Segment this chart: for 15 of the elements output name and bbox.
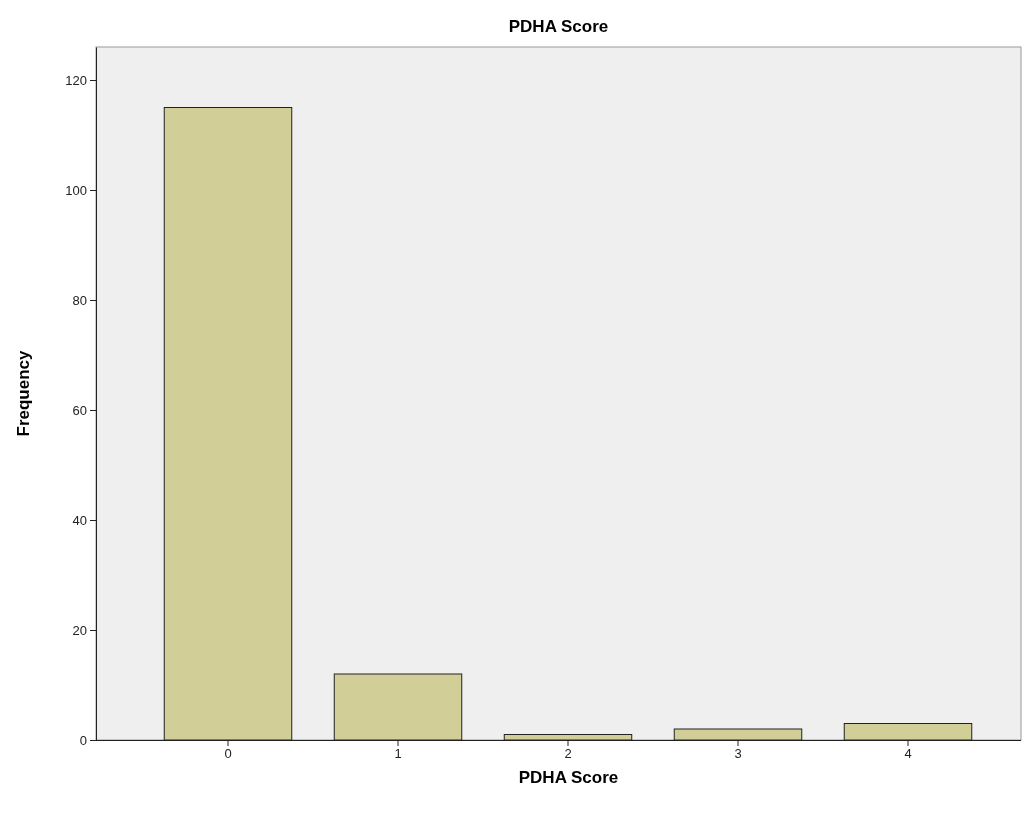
x-axis-title: PDHA Score xyxy=(518,768,619,787)
y-tick-label: 0 xyxy=(79,732,87,748)
y-tick-label: 100 xyxy=(65,182,87,198)
y-tick-label: 40 xyxy=(72,512,87,528)
y-tick-label: 20 xyxy=(72,622,87,638)
y-axis-title: Frequency xyxy=(14,349,33,437)
x-tick-label: 3 xyxy=(734,746,742,762)
x-tick-label: 0 xyxy=(224,746,232,762)
chart-title: PDHA Score xyxy=(508,17,609,36)
x-tick-label: 1 xyxy=(394,746,402,762)
y-tick-label: 120 xyxy=(65,72,87,88)
y-tick-label: 80 xyxy=(72,292,87,308)
x-tick-label: 2 xyxy=(564,746,572,762)
x-tick-label: 4 xyxy=(904,746,912,762)
y-tick-label: 60 xyxy=(72,402,87,418)
